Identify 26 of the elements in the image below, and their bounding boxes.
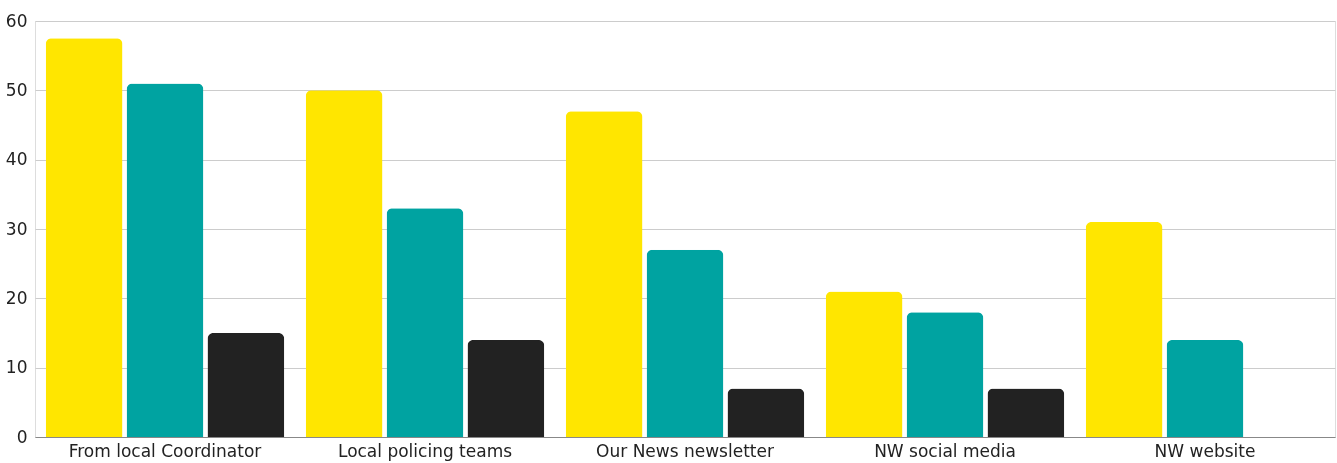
bar <box>467 339 545 437</box>
y-tick-label: 50 <box>5 79 28 100</box>
bar <box>207 333 285 437</box>
y-tick-label: 30 <box>5 218 28 239</box>
bar <box>45 38 123 437</box>
bar <box>565 111 643 437</box>
x-tick-label: Our News newsletter <box>596 440 774 461</box>
bar <box>386 208 464 437</box>
x-tick-label: NW website <box>1154 440 1256 461</box>
bar <box>825 291 903 437</box>
bar <box>1166 339 1244 437</box>
y-tick-label: 60 <box>5 10 28 31</box>
x-tick-label: NW social media <box>874 440 1016 461</box>
bar <box>126 83 204 437</box>
x-tick-label: Local policing teams <box>337 440 513 461</box>
x-tick-label: From local Coordinator <box>68 440 262 461</box>
y-tick-label: 0 <box>16 426 28 447</box>
y-tick-label: 40 <box>5 149 28 170</box>
bar <box>727 388 805 437</box>
bar <box>906 312 984 437</box>
y-tick-label: 10 <box>5 357 28 378</box>
bar <box>305 90 383 437</box>
bar <box>987 388 1065 437</box>
bar <box>646 249 724 437</box>
bar <box>1085 222 1163 437</box>
y-tick-label: 20 <box>5 287 28 308</box>
